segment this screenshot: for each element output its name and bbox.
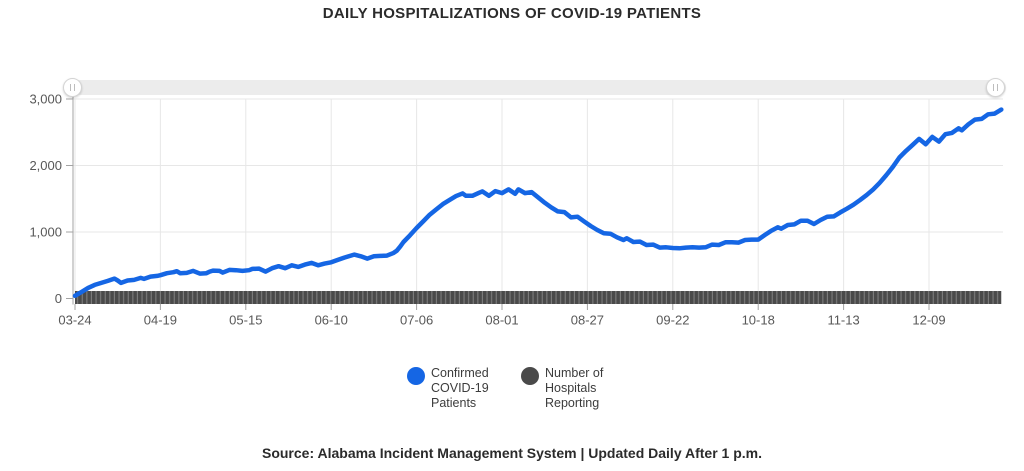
legend-dot-confirmed-patients-icon — [407, 367, 425, 385]
range-slider-left-handle[interactable] — [63, 78, 82, 97]
range-slider-right-handle[interactable] — [986, 78, 1005, 97]
x-axis-label: 03-24 — [58, 313, 91, 328]
y-axis-label: 0 — [55, 291, 62, 306]
chart-legend: Confirmed COVID-19 Patients Number of Ho… — [0, 366, 1024, 411]
x-axis-label: 08-01 — [485, 313, 518, 328]
legend-item-confirmed-patients: Confirmed COVID-19 Patients — [407, 366, 503, 411]
confirmed-patients-line-series[interactable] — [72, 107, 1004, 299]
date-range-slider-track[interactable] — [73, 80, 1006, 95]
x-axis-label: 06-10 — [315, 313, 348, 328]
hospitals-reporting-band-series[interactable] — [75, 291, 1002, 304]
legend-label-confirmed-patients: Confirmed COVID-19 Patients — [431, 366, 489, 410]
x-axis-label: 08-27 — [571, 313, 604, 328]
y-axis-label: 3,000 — [29, 92, 62, 107]
y-axis-label: 2,000 — [29, 158, 62, 173]
x-axis-label: 04-19 — [144, 313, 177, 328]
chart-title: DAILY HOSPITALIZATIONS OF COVID-19 PATIE… — [322, 5, 702, 22]
x-axis-label: 07-06 — [400, 313, 433, 328]
x-axis-label: 11-13 — [827, 313, 859, 328]
source-note: Source: Alabama Incident Management Syst… — [261, 445, 762, 461]
grip-double-bar-icon — [73, 84, 76, 91]
y-axis-label: 1,000 — [29, 225, 62, 240]
grip-double-bar-icon — [996, 84, 999, 91]
x-axis-label: 09-22 — [656, 313, 689, 328]
x-axis-label: 10-18 — [742, 313, 775, 328]
grip-double-bar-icon — [992, 84, 995, 91]
grip-double-bar-icon — [69, 84, 72, 91]
x-axis-label: 05-15 — [229, 313, 262, 328]
legend-dot-hospitals-reporting-icon — [521, 367, 539, 385]
x-axis-label: 12-09 — [912, 313, 945, 328]
legend-item-hospitals-reporting: Number of Hospitals Reporting — [521, 366, 617, 411]
legend-label-hospitals-reporting: Number of Hospitals Reporting — [545, 366, 604, 410]
